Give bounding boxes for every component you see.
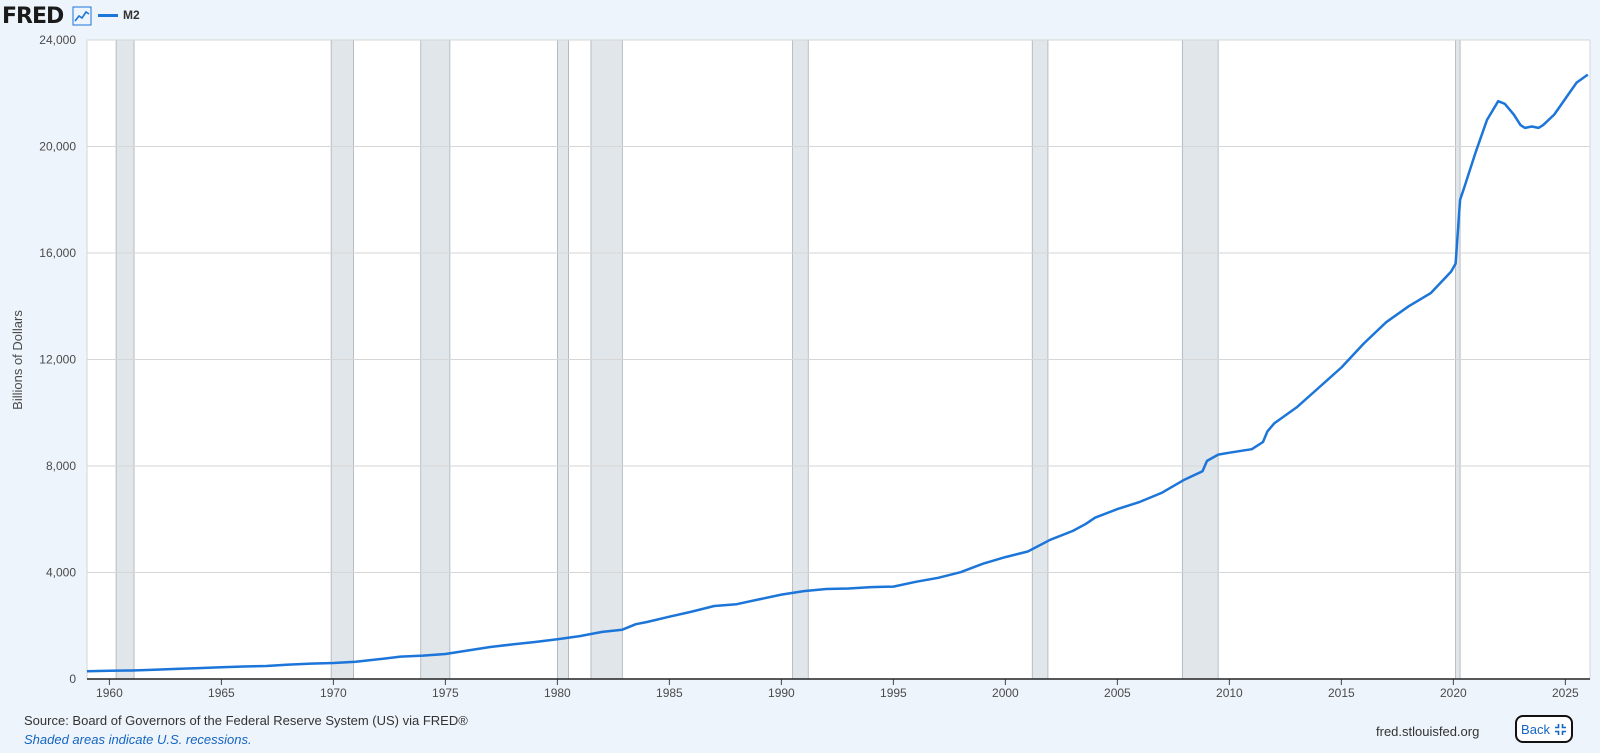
x-tick-label-9: 2005 — [1104, 686, 1131, 700]
x-axis-ticks: 1960 1965 1970 1975 1980 1985 1990 1995 2000 2005… — [96, 679, 1579, 700]
y-tick-label-2: 8,000 — [46, 459, 76, 473]
fred-logo[interactable]: FRED — [2, 4, 64, 29]
y-tick-label-5: 20,000 — [39, 140, 76, 154]
x-tick-label-8: 2000 — [992, 686, 1019, 700]
chart: 0 4,000 8,000 12,000 16,000 20,000 24,000 1960… — [10, 33, 1591, 700]
y-tick-label-0: 0 — [69, 672, 76, 686]
back-button[interactable]: Back — [1515, 715, 1573, 743]
site-link[interactable]: fred.stlouisfed.org — [1376, 724, 1480, 739]
y-tick-label-1: 4,000 — [46, 566, 76, 580]
x-tick-label-11: 2015 — [1328, 686, 1355, 700]
x-tick-label-13: 2025 — [1552, 686, 1579, 700]
back-button-label: Back — [1521, 721, 1550, 737]
recession-note: Shaded areas indicate U.S. recessions. — [24, 732, 252, 747]
collapse-icon — [1554, 723, 1566, 735]
series-line-m2[interactable] — [86, 73, 1589, 673]
y-axis-ticks: 0 4,000 8,000 12,000 16,000 20,000 24,000 — [39, 33, 76, 686]
x-tick-label-7: 1995 — [880, 686, 907, 700]
x-tick-label-0: 1960 — [96, 686, 123, 700]
legend-label-m2[interactable]: M2 — [123, 8, 140, 22]
grid — [86, 39, 1591, 679]
line-chart-icon — [72, 6, 92, 26]
legend: M2 — [98, 8, 140, 22]
y-tick-label-6: 24,000 — [39, 33, 76, 47]
x-tick-label-10: 2010 — [1216, 686, 1243, 700]
x-tick-label-1: 1965 — [208, 686, 235, 700]
x-tick-label-6: 1990 — [768, 686, 795, 700]
header: FRED M2 — [0, 0, 1600, 34]
legend-swatch — [98, 13, 118, 17]
y-tick-label-3: 12,000 — [39, 353, 76, 367]
y-axis-label: Billions of Dollars — [10, 310, 25, 410]
x-tick-label-5: 1985 — [656, 686, 683, 700]
x-tick-label-12: 2020 — [1440, 686, 1467, 700]
y-tick-label-4: 16,000 — [39, 246, 76, 260]
source-text: Source: Board of Governors of the Federa… — [24, 713, 468, 728]
x-tick-label-4: 1980 — [544, 686, 571, 700]
x-tick-label-2: 1970 — [320, 686, 347, 700]
x-tick-label-3: 1975 — [432, 686, 459, 700]
